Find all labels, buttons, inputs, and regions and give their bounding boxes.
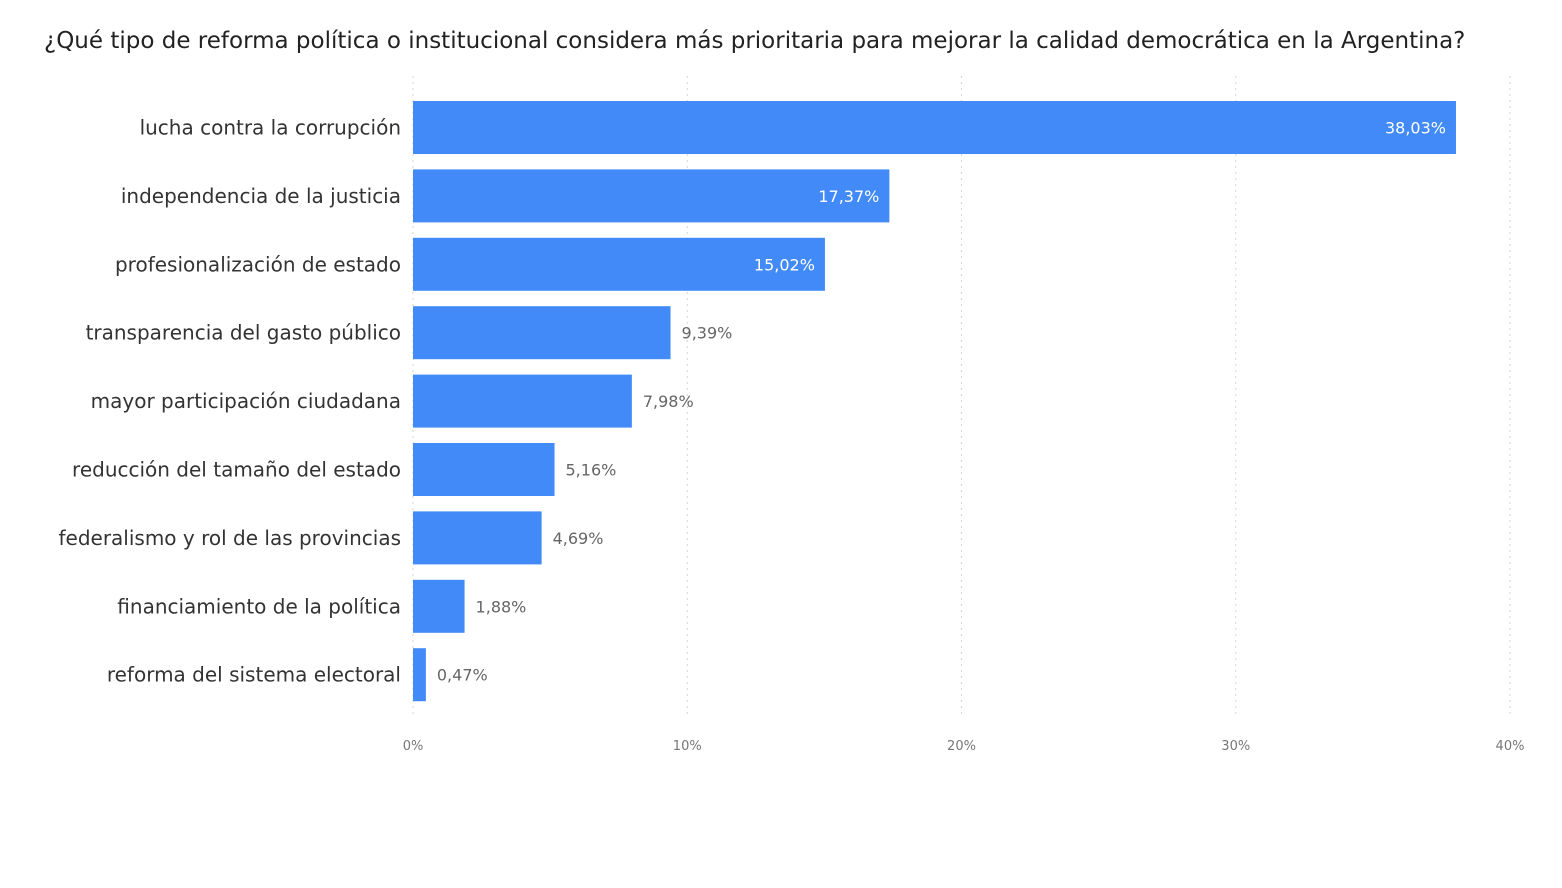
value-label: 7,98% bbox=[643, 392, 694, 411]
category-label: federalismo y rol de las provincias bbox=[58, 526, 401, 550]
bars bbox=[413, 101, 1456, 702]
category-labels: lucha contra la corrupción independencia … bbox=[58, 116, 401, 687]
category-label: profesionalización de estado bbox=[115, 252, 401, 276]
bar bbox=[413, 648, 426, 702]
bar bbox=[413, 169, 890, 223]
category-label: reducción del tamaño del estado bbox=[72, 458, 401, 482]
category-label: independencia de la justicia bbox=[121, 184, 401, 208]
value-label: 5,16% bbox=[566, 461, 617, 480]
x-tick-label: 30% bbox=[1221, 739, 1250, 754]
value-label: 38,03% bbox=[1385, 119, 1446, 138]
category-label: transparencia del gasto público bbox=[86, 321, 401, 345]
category-label: reforma del sistema electoral bbox=[107, 663, 401, 687]
x-tick-label: 40% bbox=[1496, 739, 1525, 754]
x-tick-label: 20% bbox=[947, 739, 976, 754]
bar bbox=[413, 306, 671, 360]
chart-title: ¿Qué tipo de reforma política o instituc… bbox=[44, 28, 1466, 54]
bar bbox=[413, 443, 555, 496]
value-label: 9,39% bbox=[682, 324, 733, 343]
category-label: lucha contra la corrupción bbox=[140, 116, 401, 140]
bar bbox=[413, 101, 1456, 154]
x-tick-label: 0% bbox=[403, 739, 424, 754]
x-tick-label: 10% bbox=[673, 739, 702, 754]
bar bbox=[413, 579, 465, 633]
bar bbox=[413, 511, 542, 565]
value-label: 15,02% bbox=[754, 255, 815, 274]
value-label: 0,47% bbox=[437, 666, 488, 685]
value-label: 4,69% bbox=[553, 529, 604, 548]
category-label: mayor participación ciudadana bbox=[91, 389, 401, 413]
category-label: financiamiento de la política bbox=[117, 594, 401, 618]
bar bbox=[413, 374, 632, 428]
value-label: 17,37% bbox=[818, 187, 879, 206]
bar bbox=[413, 237, 825, 291]
value-labels: 38,03% 17,37% 15,02% 9,39% 7,98% 5,16% 4,69% 1,… bbox=[437, 119, 1446, 685]
value-label: 1,88% bbox=[476, 597, 527, 616]
x-axis-ticks: 0% 10% 20% 30% 40% bbox=[403, 739, 1525, 754]
